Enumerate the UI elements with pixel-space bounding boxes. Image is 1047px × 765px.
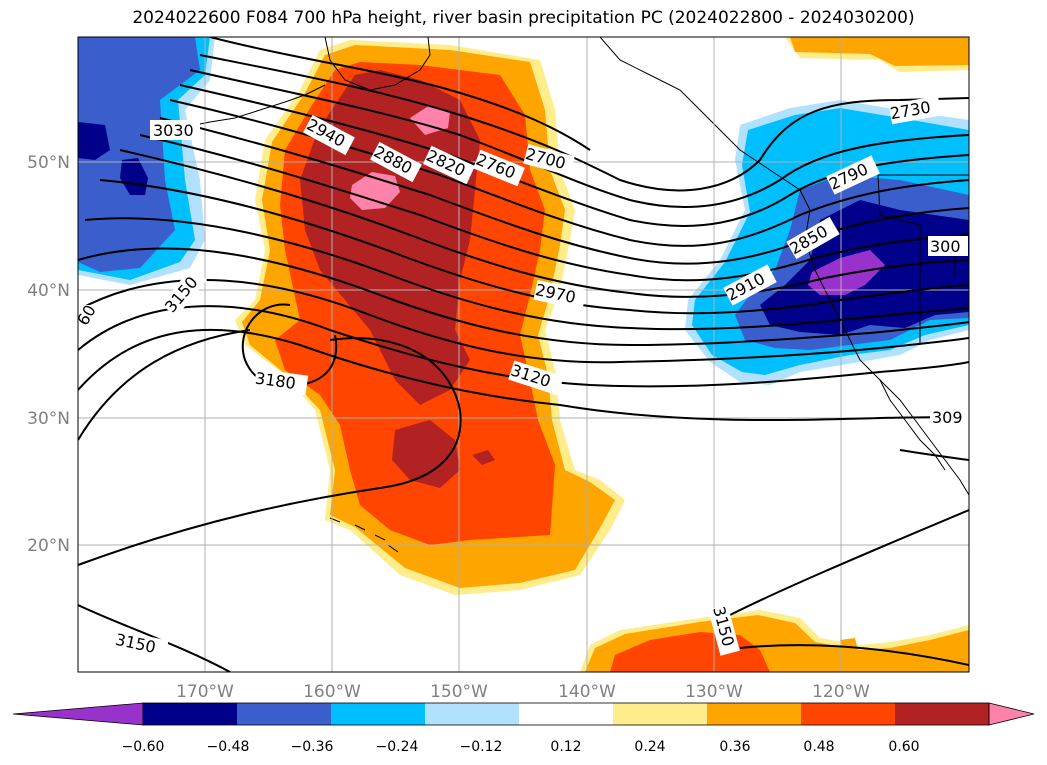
colorbar-arrow-right — [988, 702, 1035, 726]
contour-label: 300 — [930, 237, 961, 256]
colorbar-frame — [142, 702, 990, 726]
colorbar-tick-label: −0.36 — [291, 739, 334, 755]
contour-line — [159, 117, 969, 265]
colorbar-tick-label: −0.12 — [460, 739, 503, 755]
south-dot — [840, 638, 858, 652]
colorbar-segment — [519, 703, 614, 725]
contour-label: 3030 — [153, 121, 194, 140]
colorbar-tick-label: 0.24 — [634, 739, 665, 755]
panhandle-coast — [599, 37, 969, 496]
colorbar-arrow-left — [12, 702, 144, 726]
contour-line — [139, 134, 969, 282]
map-frame — [77, 36, 970, 673]
longitude-labels: 170°W 160°W 150°W 140°W 130°W 120°W — [176, 682, 870, 702]
colorbar: −0.60 −0.48 −0.36 −0.24 −0.12 0.12 0.24 … — [12, 702, 1035, 755]
colorbar-tick-label: 0.12 — [550, 739, 581, 755]
colorbar-tick-label: −0.60 — [122, 739, 165, 755]
contour-line — [84, 217, 969, 331]
lat-label: 40°N — [27, 281, 70, 301]
lat-label: 50°N — [27, 153, 70, 173]
contour-line — [78, 278, 969, 364]
contour-line — [189, 69, 969, 209]
page-title: 2024022600 F084 700 hPa height, river ba… — [132, 8, 915, 28]
lon-label: 120°W — [812, 682, 870, 702]
contour-line — [199, 54, 969, 192]
contour-line — [78, 328, 969, 422]
lat-label: 20°N — [27, 536, 70, 556]
ne-corner-dot — [935, 46, 952, 58]
lon-label: 170°W — [176, 682, 234, 702]
contour-line — [78, 604, 231, 672]
nw-navy-blob-1 — [78, 122, 110, 160]
colorbar-tick-label: 0.48 — [803, 739, 834, 755]
contour-label: 309 — [932, 408, 963, 427]
contour-labels: 3030 2940 2880 2820 2760 2700 3150 2970 … — [73, 95, 969, 661]
colorbar-segment — [143, 703, 238, 725]
lon-label: 160°W — [303, 682, 361, 702]
colorbar-segment — [895, 703, 990, 725]
lat-label: 30°N — [27, 409, 70, 429]
height-contours — [78, 37, 969, 672]
colorbar-segments — [143, 703, 990, 725]
contour-line — [119, 149, 969, 298]
colorbar-segment — [707, 703, 802, 725]
colorbar-segment — [331, 703, 426, 725]
east-purple-region — [808, 250, 885, 295]
contour-line — [739, 644, 969, 666]
contour-line — [99, 179, 969, 315]
contour-line — [729, 509, 969, 616]
plume-dark-red-dot — [472, 450, 495, 465]
colorbar-segment — [613, 703, 708, 725]
plume-pink-1 — [410, 105, 450, 135]
colorbar-tick-label: 0.60 — [888, 739, 919, 755]
map-panel: 3030 2940 2880 2820 2760 2700 3150 2970 … — [73, 36, 970, 673]
colorbar-tick-label: 0.36 — [719, 739, 750, 755]
hawaii-islands — [329, 517, 399, 553]
ne-corner-orange — [790, 37, 969, 66]
lon-label: 130°W — [685, 682, 743, 702]
colorbar-tick-label: −0.48 — [207, 739, 250, 755]
lon-label: 140°W — [558, 682, 616, 702]
colorbar-tick-labels: −0.60 −0.48 −0.36 −0.24 −0.12 0.12 0.24 … — [122, 739, 920, 755]
lon-label: 150°W — [430, 682, 488, 702]
contour-line — [209, 37, 591, 151]
baja-peninsula — [879, 379, 946, 471]
colorbar-segment — [801, 703, 896, 725]
contour-line — [78, 329, 462, 566]
contour-line — [78, 247, 969, 347]
latitude-labels: 50°N 40°N 30°N 20°N — [27, 153, 70, 556]
plume-dark-red-lower — [392, 420, 460, 488]
gridlines — [78, 37, 969, 672]
colorbar-segment — [425, 703, 520, 725]
contour-line — [899, 449, 969, 461]
colorbar-segment — [237, 703, 332, 725]
colorbar-tick-label: −0.24 — [376, 739, 419, 755]
